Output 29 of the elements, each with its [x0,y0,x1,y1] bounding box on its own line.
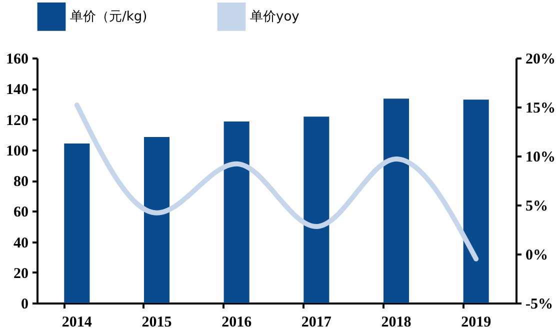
y-tick-label: 160 [6,52,28,68]
legend-label: 单价yoy [250,10,300,25]
y2-tick-label: 5% [526,198,548,214]
bar [144,137,170,303]
bar [64,143,90,303]
bar [383,98,410,303]
y-tick-label: 60 [14,204,28,221]
y2-tick-label: 15% [526,100,556,116]
y-tick-label: 100 [6,143,28,160]
x-tick-label: 2019 [461,314,492,330]
bar [463,100,489,303]
y2-tick-label: 10% [526,150,556,166]
y2-tick-label: 0% [526,248,548,264]
y2-tick-label: 20% [526,52,556,68]
x-tick-label: 2018 [381,314,412,330]
y-tick-label: 40 [14,235,28,252]
y-tick-label: 140 [6,82,28,98]
legend-label: 单价（元/kg) [70,10,148,25]
x-tick-label: 2017 [301,314,332,330]
y-tick-label: 120 [6,112,28,129]
y-tick-label: 0 [21,296,28,312]
x-tick-label: 2015 [142,314,172,330]
y-tick-label: 20 [14,266,28,282]
bar [224,122,250,303]
x-tick-label: 2016 [222,314,252,330]
x-tick-label: 2014 [62,314,92,330]
y2-tick-label: -5% [526,296,553,312]
bar [304,116,330,303]
y-tick-label: 80 [14,174,28,190]
